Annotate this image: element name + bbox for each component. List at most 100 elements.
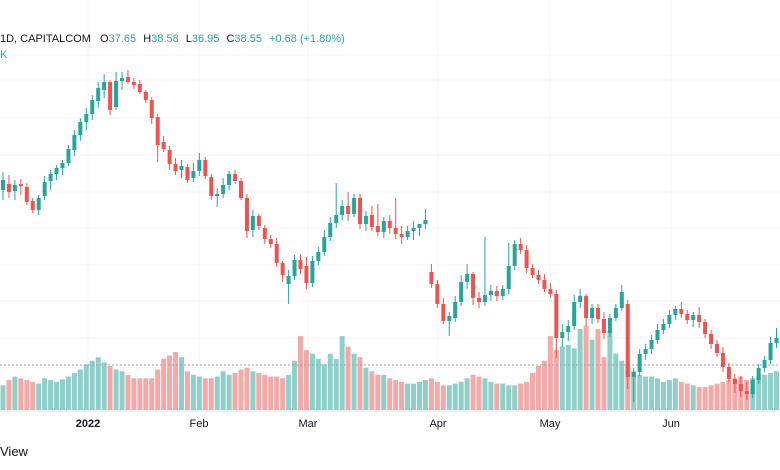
candle-body [286,276,291,284]
candle-body [530,268,535,275]
candle-Mar-25 [358,194,362,229]
volume-bar-Apr-26 [482,378,488,410]
volume-bar-Jun-02 [637,374,643,410]
volume-bar-Jun-09 [666,380,672,410]
volume-bar-Jun-08 [660,381,666,410]
candle-May-11 [548,283,553,298]
candle-Mar-18 [328,217,333,241]
candle-body [750,380,755,394]
candle-Mar-10 [292,255,297,280]
volume-bar-Feb-17 [208,378,214,410]
volume-bar-Feb-23 [226,374,232,410]
candle-Jun-27 [732,374,737,393]
candle-body [274,244,279,263]
candle-body [697,315,702,322]
volume-bar-Mar-30 [375,374,381,410]
candle-body [18,184,23,186]
close-value: 38.55 [234,33,262,45]
volume-bar-Jan-07 [42,378,48,410]
candle-body [66,149,71,163]
candle-May-10 [542,274,547,292]
volume-bar-Feb-03 [149,378,155,410]
volume-bar-Dec-30 [6,380,12,410]
candle-Jul-06 [768,337,773,364]
candle-body [607,318,612,333]
volume-bar-Apr-21 [464,378,470,410]
open-label: O [100,33,109,45]
volume-bar-Apr-14 [440,385,446,410]
candle-body [233,174,238,181]
candle-Mar-17 [322,230,327,256]
candle-Feb-17 [209,174,214,200]
candle-body [399,234,404,237]
candle-body [328,223,333,237]
volume-bar-May-23 [595,329,601,410]
volume-bar-Jan-04 [24,380,30,410]
volume-bar-Feb-07 [161,358,167,410]
candle-body [358,198,362,224]
candle-Jan-26 [114,72,119,110]
candle-Jan-21 [96,82,101,108]
candle-Mar-28 [363,211,368,231]
candle-Mar-31 [381,217,386,238]
volume-bar-Jun-15 [690,385,696,410]
volume-bar-Mar-22 [339,336,345,410]
candle-Jun-21 [709,330,714,349]
volume-bar-May-26 [613,353,619,410]
candle-Jan-24 [102,74,107,98]
volume-bar-Mar-02 [256,373,262,410]
candle-body [613,308,618,318]
candle-Jun-29 [744,382,749,400]
candle-Apr-27 [488,285,493,301]
volume-bar-May-09 [536,366,541,410]
candle-body [387,221,392,228]
candle-body [149,100,154,118]
candle-body [661,324,666,330]
candle-body [173,164,178,171]
candle-body [411,228,416,231]
candle-Jan-04 [24,183,29,205]
candle-body [280,263,285,275]
candle-body [715,344,719,353]
candle-body [524,250,529,268]
candle-Feb-16 [203,157,208,179]
tick-2022: 2022 [76,418,100,430]
candle-Jun-15 [691,312,696,327]
candle-body [447,316,452,321]
candle-body [185,167,190,180]
candle-Mar-08 [280,261,285,282]
volume-bar-Jan-10 [48,380,54,410]
volume-bar-Feb-25 [238,369,244,410]
volume-bar-Jan-28 [125,374,131,410]
candle-body [441,304,446,321]
candle-body [346,206,351,214]
footer-brand-text[interactable]: View [0,444,28,459]
candle-body [465,274,470,282]
candle-body [102,82,107,90]
candle-Jan-07 [42,176,47,200]
candle-body [78,122,83,135]
candle-Apr-04 [393,198,398,239]
candle-Feb-01 [137,80,142,94]
candle-Dec-31 [12,180,17,200]
candle-body [209,177,214,196]
volume-bar-Apr-11 [422,380,428,410]
volume-bar-Apr-05 [399,381,405,410]
candle-Apr-13 [435,280,440,308]
tick-apr: Apr [429,418,446,430]
candle-Jun-23 [720,347,725,372]
candle-body [262,228,267,239]
candle-body [720,353,725,367]
candle-body [405,231,410,237]
candle-Jan-13 [66,145,71,166]
volume-bar-Mar-09 [286,374,292,410]
volume-bar-Jan-19 [83,364,89,410]
time-axis: 2022 Feb Mar Apr May Jun [76,418,680,430]
volume-bar-Jan-03 [18,378,24,410]
candle-Mar-14 [304,257,309,289]
candle-body [488,291,493,295]
volume-bar-Jun-24 [726,380,732,410]
candle-Jun-03 [643,344,648,360]
candle-body [12,185,17,191]
